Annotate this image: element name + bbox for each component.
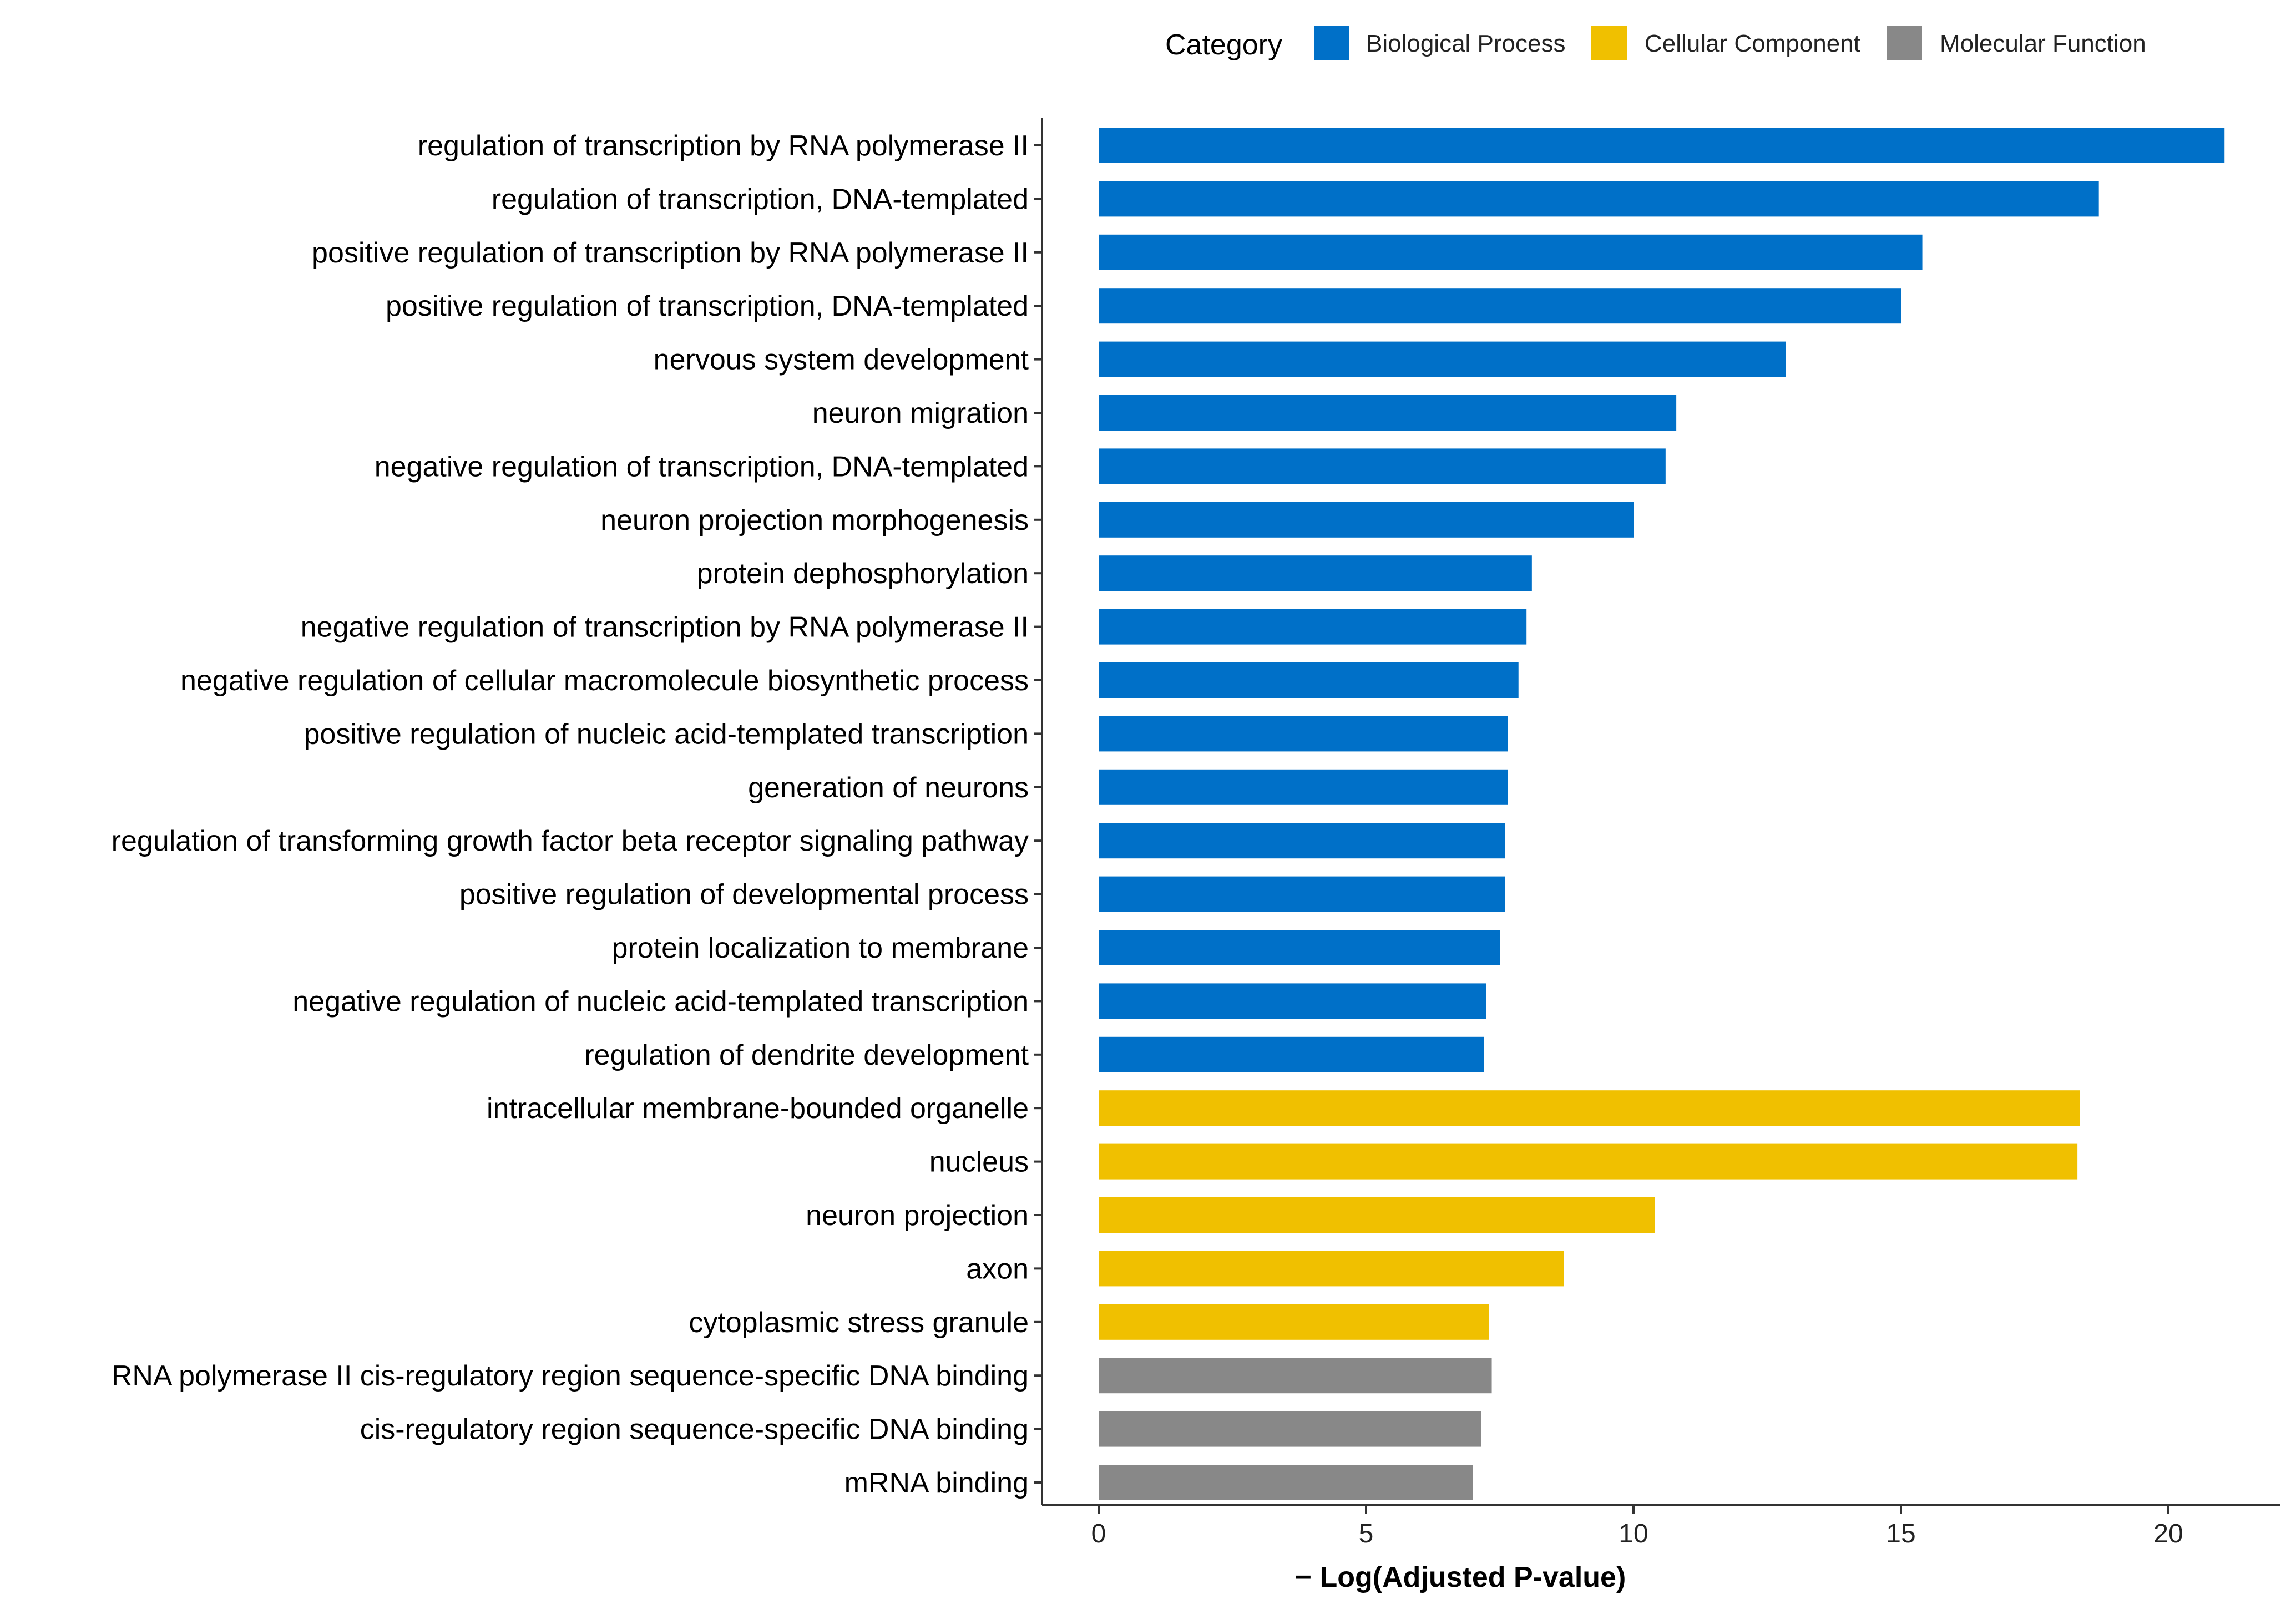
x-axis-ticks: 0 5 10 15 20: [1091, 1505, 2183, 1549]
category-label-17: regulation of dendrite development: [584, 1039, 1029, 1071]
bar-0: [1099, 128, 2225, 163]
category-label-10: negative regulation of cellular macromol…: [180, 665, 1029, 697]
x-tick-label-2: 10: [1619, 1519, 1648, 1549]
bar-12: [1099, 769, 1508, 805]
bar-9: [1099, 609, 1527, 645]
bar-17: [1099, 1036, 1484, 1072]
bar-13: [1099, 823, 1505, 859]
category-label-18: intracellular membrane-bounded organelle: [487, 1092, 1029, 1125]
category-label-20: neuron projection: [806, 1200, 1029, 1232]
bar-15: [1099, 930, 1500, 965]
category-label-8: protein dephosphorylation: [697, 558, 1029, 590]
bar-20: [1099, 1197, 1655, 1233]
bar-2: [1099, 234, 1923, 270]
legend-label-1: Cellular Component: [1645, 30, 1860, 57]
category-label-3: positive regulation of transcription, DN…: [386, 290, 1029, 322]
bar-18: [1099, 1090, 2080, 1126]
legend-label-0: Biological Process: [1366, 30, 1566, 57]
x-tick-label-0: 0: [1091, 1519, 1106, 1549]
category-label-12: generation of neurons: [748, 772, 1029, 804]
category-label-2: positive regulation of transcription by …: [312, 237, 1029, 269]
category-label-21: axon: [966, 1253, 1029, 1285]
category-label-19: nucleus: [929, 1146, 1029, 1178]
category-label-4: nervous system development: [654, 344, 1029, 376]
bar-14: [1099, 876, 1505, 912]
category-label-15: protein localization to membrane: [611, 932, 1029, 964]
legend-swatch-0: [1314, 26, 1349, 60]
category-label-22: cytoplasmic stress granule: [689, 1307, 1029, 1339]
bar-22: [1099, 1304, 1489, 1340]
legend-swatch-2: [1887, 26, 1922, 60]
category-label-25: mRNA binding: [844, 1467, 1029, 1499]
bar-21: [1099, 1251, 1564, 1287]
category-label-6: negative regulation of transcription, DN…: [375, 451, 1029, 483]
category-label-5: neuron migration: [812, 397, 1029, 429]
category-label-16: negative regulation of nucleic acid-temp…: [292, 985, 1029, 1018]
legend: Category Biological Process Cellular Comp…: [1165, 26, 2146, 61]
bar-6: [1099, 448, 1666, 484]
category-label-13: regulation of transforming growth factor…: [112, 825, 1029, 857]
category-label-14: positive regulation of developmental pro…: [459, 879, 1029, 911]
bar-3: [1099, 288, 1901, 324]
category-label-24: cis-regulatory region sequence-specific …: [360, 1414, 1029, 1446]
y-axis-ticks: [1034, 144, 1042, 1484]
bar-7: [1099, 502, 1634, 538]
x-tick-label-4: 20: [2153, 1519, 2183, 1549]
bar-10: [1099, 662, 1519, 698]
category-labels: regulation of transcription by RNA polym…: [112, 130, 1029, 1499]
bar-8: [1099, 555, 1532, 591]
bar-16: [1099, 983, 1486, 1019]
bar-1: [1099, 181, 2099, 217]
category-label-11: positive regulation of nucleic acid-temp…: [304, 718, 1029, 750]
x-tick-label-3: 15: [1886, 1519, 1915, 1549]
legend-label-2: Molecular Function: [1940, 30, 2146, 57]
category-label-0: regulation of transcription by RNA polym…: [418, 130, 1029, 162]
legend-entries: Biological Process Cellular Component Mole…: [1314, 26, 2146, 60]
bar-19: [1099, 1143, 2078, 1180]
category-label-23: RNA polymerase II cis-regulatory region …: [112, 1360, 1029, 1392]
category-label-1: regulation of transcription, DNA-templat…: [492, 183, 1029, 215]
x-tick-label-1: 5: [1359, 1519, 1374, 1549]
bar-25: [1099, 1465, 1473, 1500]
category-label-7: neuron projection morphogenesis: [600, 504, 1029, 537]
legend-title: Category: [1165, 29, 1282, 61]
x-axis-title: − Log(Adjusted P-value): [1295, 1561, 1626, 1593]
category-label-9: negative regulation of transcription by …: [301, 611, 1029, 644]
bar-24: [1099, 1411, 1481, 1447]
bar-23: [1099, 1358, 1492, 1394]
legend-swatch-1: [1591, 26, 1627, 60]
bar-4: [1099, 341, 1786, 377]
bar-11: [1099, 716, 1508, 752]
bars: [1099, 128, 2225, 1500]
bar-5: [1099, 395, 1677, 431]
